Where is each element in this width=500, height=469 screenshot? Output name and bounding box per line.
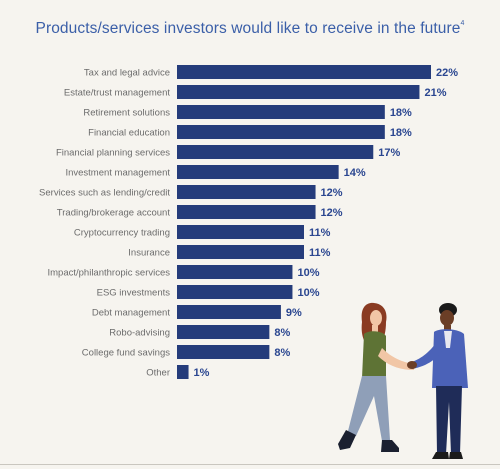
bar — [177, 145, 374, 159]
category-label: ESG investments — [97, 288, 171, 299]
data-label: 14% — [344, 167, 366, 179]
data-label: 18% — [390, 107, 412, 119]
category-label: Investment management — [65, 168, 170, 179]
category-label: Retirement solutions — [83, 108, 170, 119]
bar — [177, 85, 420, 99]
bar — [177, 105, 385, 119]
category-label: Insurance — [128, 248, 170, 259]
bar — [177, 305, 281, 319]
baseline-divider — [0, 464, 500, 465]
bar — [177, 365, 189, 379]
bar — [177, 285, 293, 299]
data-label: 11% — [309, 227, 331, 239]
bar — [177, 205, 316, 219]
category-label: Trading/brokerage account — [57, 208, 171, 219]
data-label: 9% — [286, 307, 302, 319]
category-label: Financial planning services — [56, 148, 170, 159]
bar — [177, 65, 431, 79]
handshake-illustration — [338, 302, 468, 459]
data-label: 1% — [194, 367, 210, 379]
data-label: 21% — [424, 87, 446, 99]
data-label: 12% — [321, 187, 343, 199]
bar — [177, 225, 304, 239]
data-label: 10% — [297, 287, 319, 299]
bar — [177, 165, 339, 179]
bar — [177, 185, 316, 199]
bar — [177, 265, 293, 279]
data-label: 8% — [274, 347, 290, 359]
category-label: Estate/trust management — [64, 88, 170, 99]
data-label: 11% — [309, 247, 331, 259]
bar — [177, 325, 270, 339]
data-label: 18% — [390, 127, 412, 139]
category-label: College fund savings — [82, 348, 170, 359]
man-figure — [407, 303, 468, 459]
woman-figure — [338, 302, 414, 452]
category-label: Robo-advising — [109, 328, 170, 339]
chart-title: Products/services investors would like t… — [35, 20, 465, 37]
category-label: Financial education — [88, 128, 170, 139]
category-label: Impact/philanthropic services — [48, 268, 171, 279]
category-label: Cryptocurrency trading — [74, 228, 170, 239]
title-footnote: 4 — [460, 20, 465, 27]
bar — [177, 245, 304, 259]
category-label: Other — [146, 368, 170, 379]
data-label: 10% — [297, 267, 319, 279]
data-label: 17% — [378, 147, 400, 159]
bar — [177, 125, 385, 139]
category-label: Debt management — [92, 308, 171, 319]
bar — [177, 345, 270, 359]
data-label: 22% — [436, 67, 458, 79]
category-label: Services such as lending/credit — [39, 188, 170, 199]
data-label: 12% — [321, 207, 343, 219]
data-label: 8% — [274, 327, 290, 339]
category-label: Tax and legal advice — [84, 68, 170, 79]
